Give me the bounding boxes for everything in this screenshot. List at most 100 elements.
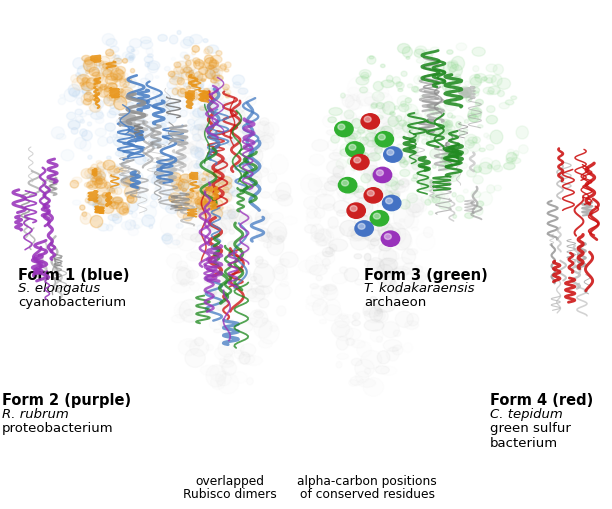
Ellipse shape bbox=[91, 112, 104, 120]
Ellipse shape bbox=[432, 107, 445, 118]
Ellipse shape bbox=[117, 59, 121, 62]
Ellipse shape bbox=[88, 199, 100, 206]
Ellipse shape bbox=[226, 104, 245, 114]
Ellipse shape bbox=[151, 139, 161, 149]
Ellipse shape bbox=[403, 263, 417, 275]
Ellipse shape bbox=[355, 279, 364, 286]
Ellipse shape bbox=[347, 133, 357, 139]
Ellipse shape bbox=[68, 85, 80, 97]
Ellipse shape bbox=[86, 62, 100, 71]
Ellipse shape bbox=[86, 78, 97, 90]
Ellipse shape bbox=[214, 176, 220, 181]
Ellipse shape bbox=[360, 88, 368, 94]
Ellipse shape bbox=[225, 199, 230, 202]
Ellipse shape bbox=[160, 154, 164, 157]
Ellipse shape bbox=[209, 93, 218, 100]
Ellipse shape bbox=[311, 224, 324, 240]
Ellipse shape bbox=[102, 193, 108, 199]
Ellipse shape bbox=[186, 72, 194, 79]
Ellipse shape bbox=[474, 167, 482, 173]
Ellipse shape bbox=[473, 67, 479, 73]
Ellipse shape bbox=[353, 156, 364, 164]
Ellipse shape bbox=[114, 56, 119, 60]
Ellipse shape bbox=[192, 46, 200, 53]
Ellipse shape bbox=[230, 230, 234, 235]
Ellipse shape bbox=[151, 202, 157, 208]
Ellipse shape bbox=[439, 128, 449, 135]
Ellipse shape bbox=[127, 177, 132, 182]
Ellipse shape bbox=[183, 38, 194, 47]
Ellipse shape bbox=[174, 63, 181, 69]
Ellipse shape bbox=[241, 166, 250, 172]
Ellipse shape bbox=[477, 202, 483, 207]
Ellipse shape bbox=[389, 191, 400, 199]
Ellipse shape bbox=[196, 139, 209, 152]
Ellipse shape bbox=[315, 194, 335, 209]
Ellipse shape bbox=[135, 155, 146, 165]
Ellipse shape bbox=[166, 131, 174, 137]
Ellipse shape bbox=[211, 71, 215, 74]
Ellipse shape bbox=[367, 177, 389, 196]
Ellipse shape bbox=[72, 79, 85, 91]
Ellipse shape bbox=[452, 173, 456, 177]
Ellipse shape bbox=[190, 211, 200, 216]
Ellipse shape bbox=[169, 179, 175, 185]
Ellipse shape bbox=[83, 61, 95, 72]
Ellipse shape bbox=[125, 220, 136, 231]
Ellipse shape bbox=[361, 174, 371, 184]
Ellipse shape bbox=[184, 68, 193, 76]
Ellipse shape bbox=[461, 91, 468, 96]
Ellipse shape bbox=[184, 190, 193, 196]
Ellipse shape bbox=[379, 244, 391, 251]
Ellipse shape bbox=[224, 190, 233, 197]
Circle shape bbox=[341, 181, 349, 186]
Ellipse shape bbox=[170, 72, 179, 80]
Ellipse shape bbox=[178, 207, 182, 210]
Ellipse shape bbox=[190, 97, 196, 102]
Ellipse shape bbox=[401, 72, 407, 77]
Text: green sulfur: green sulfur bbox=[490, 421, 570, 434]
Ellipse shape bbox=[119, 136, 127, 142]
Ellipse shape bbox=[180, 175, 192, 184]
Ellipse shape bbox=[365, 369, 371, 375]
Ellipse shape bbox=[83, 77, 89, 82]
Ellipse shape bbox=[226, 101, 231, 105]
Ellipse shape bbox=[476, 100, 483, 106]
Ellipse shape bbox=[96, 111, 103, 118]
Ellipse shape bbox=[465, 140, 474, 149]
Ellipse shape bbox=[200, 107, 205, 111]
Ellipse shape bbox=[107, 166, 119, 175]
Ellipse shape bbox=[220, 65, 226, 70]
Ellipse shape bbox=[107, 137, 113, 144]
Ellipse shape bbox=[409, 147, 414, 150]
Ellipse shape bbox=[93, 169, 104, 176]
Ellipse shape bbox=[346, 338, 354, 346]
Ellipse shape bbox=[187, 88, 190, 91]
Ellipse shape bbox=[99, 182, 103, 185]
Ellipse shape bbox=[371, 169, 380, 178]
Ellipse shape bbox=[82, 87, 89, 94]
Ellipse shape bbox=[210, 66, 223, 78]
Ellipse shape bbox=[256, 229, 270, 242]
Ellipse shape bbox=[155, 77, 159, 79]
Ellipse shape bbox=[221, 214, 237, 230]
Ellipse shape bbox=[357, 128, 365, 134]
Ellipse shape bbox=[116, 120, 122, 124]
Ellipse shape bbox=[218, 340, 235, 357]
Ellipse shape bbox=[203, 211, 213, 222]
Ellipse shape bbox=[96, 90, 102, 94]
Text: alpha-carbon positions: alpha-carbon positions bbox=[297, 474, 437, 487]
Ellipse shape bbox=[211, 168, 217, 175]
Ellipse shape bbox=[67, 113, 76, 121]
Ellipse shape bbox=[187, 106, 195, 115]
Ellipse shape bbox=[107, 111, 116, 119]
Ellipse shape bbox=[207, 249, 226, 264]
Ellipse shape bbox=[255, 257, 263, 264]
Ellipse shape bbox=[132, 213, 137, 218]
Ellipse shape bbox=[214, 116, 226, 123]
Circle shape bbox=[378, 135, 386, 140]
Circle shape bbox=[384, 148, 402, 163]
Ellipse shape bbox=[176, 181, 183, 186]
Ellipse shape bbox=[204, 56, 214, 64]
Ellipse shape bbox=[241, 344, 256, 357]
